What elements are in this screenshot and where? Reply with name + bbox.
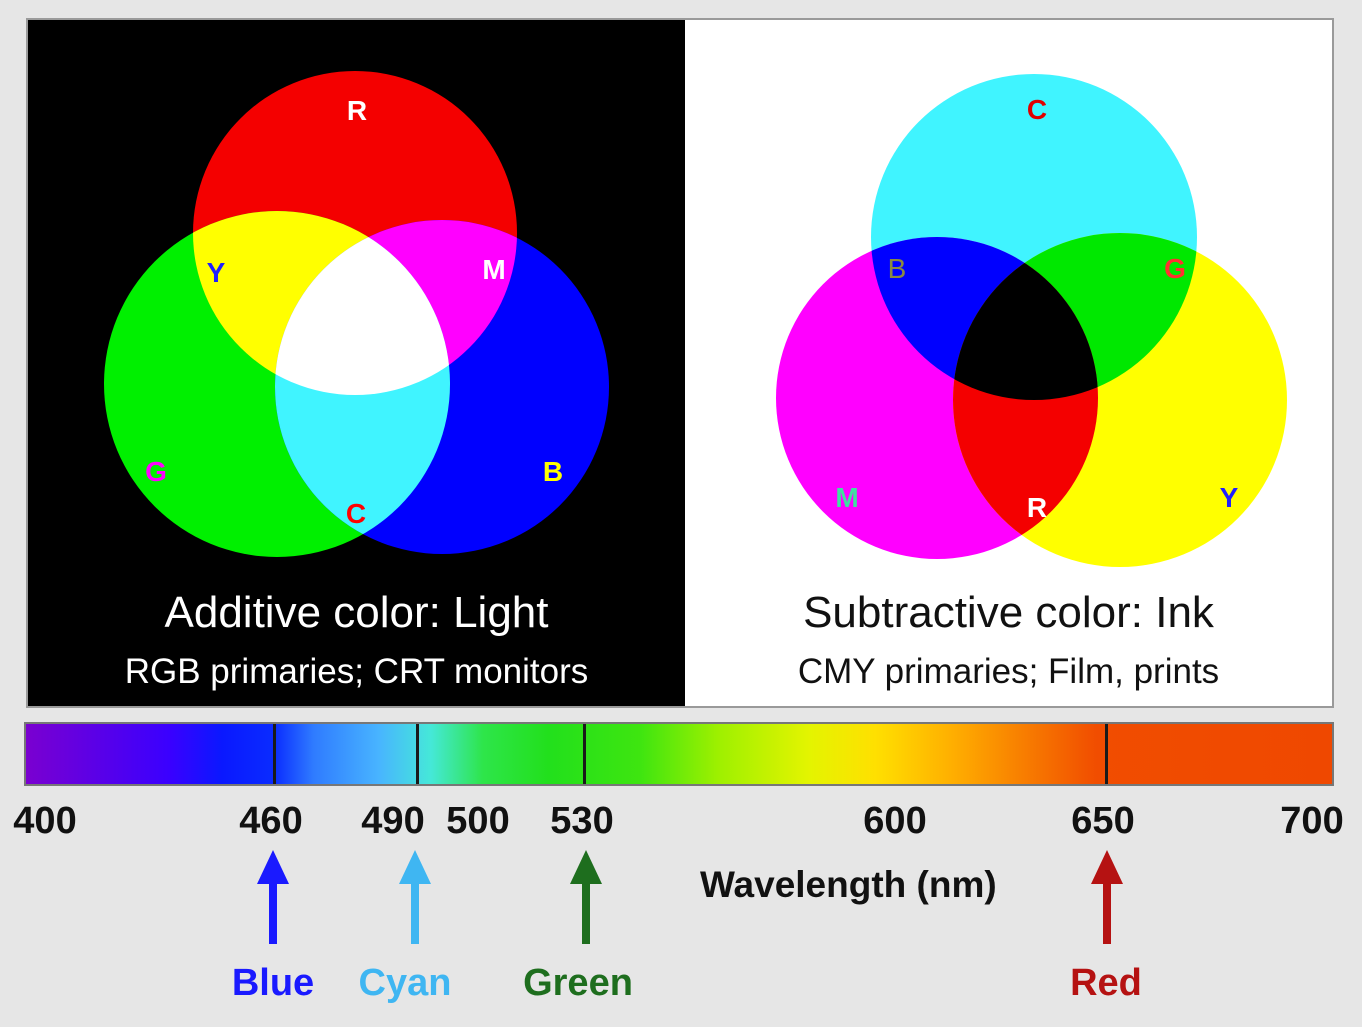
subtractive-title: Subtractive color: Ink <box>803 588 1214 637</box>
label-c: C <box>346 498 366 529</box>
blue-arrow-icon <box>257 850 289 944</box>
label-b: B <box>543 456 563 487</box>
subtractive-venn-diagram: C B G M Y R <box>776 74 1287 567</box>
spectrum-tick-line <box>415 724 419 784</box>
marker-label-red: Red <box>1070 962 1142 1004</box>
spectrum-tick-line <box>272 724 276 784</box>
additive-color-panel: R Y M G B C Additive color: Light RGB pr… <box>28 20 685 706</box>
visible-spectrum-bar <box>24 722 1334 786</box>
wavelength-axis-label: Wavelength (nm) <box>700 864 997 905</box>
label-r: R <box>1027 492 1047 523</box>
color-models-panels: R Y M G B C Additive color: Light RGB pr… <box>26 18 1334 708</box>
tick-label: 530 <box>550 800 614 842</box>
subtractive-subtitle: CMY primaries; Film, prints <box>797 652 1220 691</box>
label-g: G <box>1164 253 1186 284</box>
cyan-arrow-icon <box>399 850 431 944</box>
label-y: Y <box>207 257 226 288</box>
label-r: R <box>347 95 367 126</box>
label-m: M <box>482 254 505 285</box>
tick-label: 500 <box>446 800 510 842</box>
subtractive-color-panel: C B G M Y R Subtractive color: Ink CMY p… <box>685 20 1332 706</box>
label-m: M <box>835 482 858 513</box>
label-b: B <box>888 253 907 284</box>
red-arrow-icon <box>1091 850 1123 944</box>
tick-label: 600 <box>863 800 927 842</box>
marker-label-blue: Blue <box>231 962 315 1004</box>
marker-label-cyan: Cyan <box>358 962 452 1004</box>
label-c: C <box>1027 94 1047 125</box>
tick-label: 650 <box>1071 800 1135 842</box>
tick-label: 460 <box>239 800 303 842</box>
green-arrow-icon <box>570 850 602 944</box>
additive-subtitle: RGB primaries; CRT monitors <box>124 652 589 691</box>
marker-label-green: Green <box>523 962 633 1004</box>
spectrum-tick-line <box>1104 724 1108 784</box>
tick-label: 700 <box>1280 800 1344 842</box>
additive-title: Additive color: Light <box>164 588 549 637</box>
tick-label: 490 <box>361 800 425 842</box>
label-g: G <box>145 456 167 487</box>
additive-venn-diagram: R Y M G B C <box>104 71 609 557</box>
tick-label: 400 <box>13 800 77 842</box>
label-y: Y <box>1220 482 1239 513</box>
spectrum-tick-line <box>582 724 586 784</box>
